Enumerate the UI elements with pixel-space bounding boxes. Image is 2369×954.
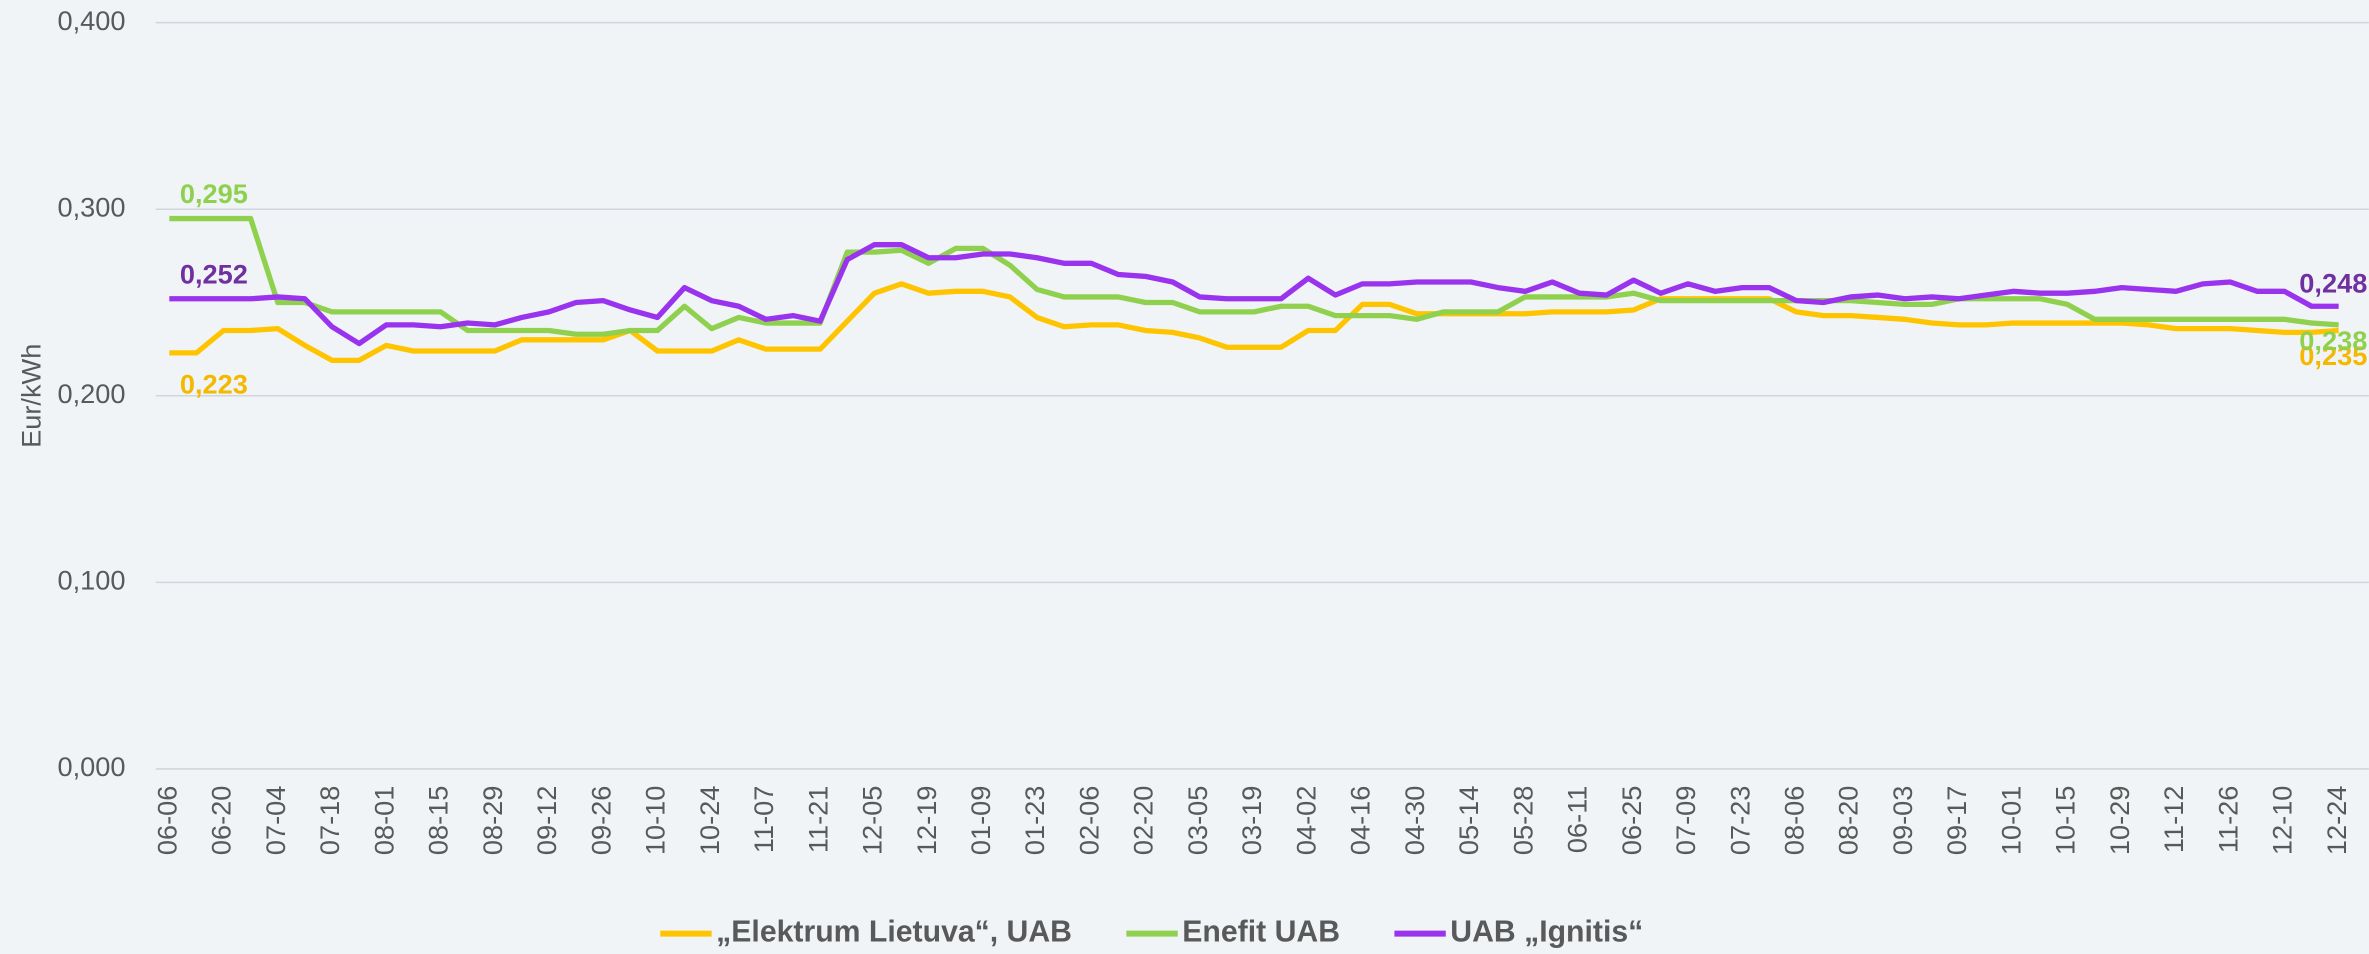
x-tick-label: 06-11 <box>1562 786 1593 854</box>
x-tick-label: 09-17 <box>1941 786 1972 856</box>
x-tick-label: 11-26 <box>2212 786 2243 854</box>
x-tick-label: 10-01 <box>1995 786 2026 856</box>
x-tick-label: 10-24 <box>694 786 725 856</box>
legend-label: Enefit UAB <box>1182 916 1340 949</box>
y-tick-label: 0,000 <box>57 751 125 782</box>
x-tick-label: 12-24 <box>2321 786 2352 856</box>
y-axis-label: Eur/kWh <box>16 344 47 448</box>
x-tick-label: 01-23 <box>1019 786 1050 856</box>
y-tick-label: 0,200 <box>57 378 125 409</box>
x-tick-label: 03-05 <box>1182 786 1213 856</box>
x-tick-label: 09-26 <box>585 786 616 856</box>
x-tick-label: 08-01 <box>368 786 399 856</box>
x-tick-label: 02-20 <box>1128 786 1159 856</box>
x-tick-label: 07-04 <box>260 786 291 856</box>
x-tick-label: 09-12 <box>531 786 562 856</box>
x-tick-label: 07-09 <box>1670 786 1701 856</box>
x-tick-label: 11-21 <box>802 786 833 854</box>
x-tick-label: 03-19 <box>1236 786 1267 856</box>
y-tick-label: 0,100 <box>57 565 125 596</box>
x-tick-label: 04-02 <box>1290 786 1321 856</box>
x-tick-label: 08-20 <box>1833 786 1864 856</box>
x-tick-label: 04-16 <box>1345 786 1376 856</box>
x-tick-label: 12-19 <box>911 786 942 856</box>
y-tick-label: 0,400 <box>57 5 125 36</box>
x-tick-label: 05-28 <box>1507 786 1538 856</box>
x-tick-label: 05-14 <box>1453 786 1484 856</box>
data-label: 0,238 <box>2299 325 2367 356</box>
x-tick-label: 06-20 <box>206 786 237 856</box>
x-tick-label: 04-30 <box>1399 786 1430 856</box>
x-tick-label: 08-15 <box>423 786 454 856</box>
x-tick-label: 01-09 <box>965 786 996 856</box>
series-line <box>169 242 2339 347</box>
y-tick-label: 0,300 <box>57 191 125 222</box>
x-tick-label: 10-15 <box>2050 786 2081 856</box>
legend-label: „Elektrum Lietuva“, UAB <box>716 916 1072 949</box>
data-label: 0,248 <box>2299 267 2367 298</box>
x-tick-label: 07-23 <box>1724 786 1755 856</box>
series-line <box>169 281 2339 364</box>
x-tick-label: 10-10 <box>640 786 671 856</box>
x-tick-label: 10-29 <box>2104 786 2135 856</box>
x-tick-label: 12-10 <box>2267 786 2298 856</box>
data-label: 0,252 <box>180 258 248 289</box>
x-tick-label: 09-03 <box>1887 786 1918 856</box>
x-tick-label: 11-07 <box>748 786 779 854</box>
x-tick-label: 08-29 <box>477 786 508 856</box>
x-tick-label: 02-06 <box>1073 786 1104 856</box>
data-label: 0,235 <box>2299 340 2367 371</box>
data-label: 0,295 <box>180 178 248 209</box>
x-tick-label: 06-06 <box>152 786 183 856</box>
x-tick-label: 08-06 <box>1779 786 1810 856</box>
x-tick-label: 07-18 <box>314 786 345 856</box>
legend-label: UAB „Ignitis“ <box>1450 916 1643 949</box>
x-tick-label: 12-05 <box>857 786 888 856</box>
data-label: 0,223 <box>180 368 248 399</box>
x-tick-label: 11-12 <box>2158 786 2189 854</box>
x-tick-label: 06-25 <box>1616 786 1647 856</box>
